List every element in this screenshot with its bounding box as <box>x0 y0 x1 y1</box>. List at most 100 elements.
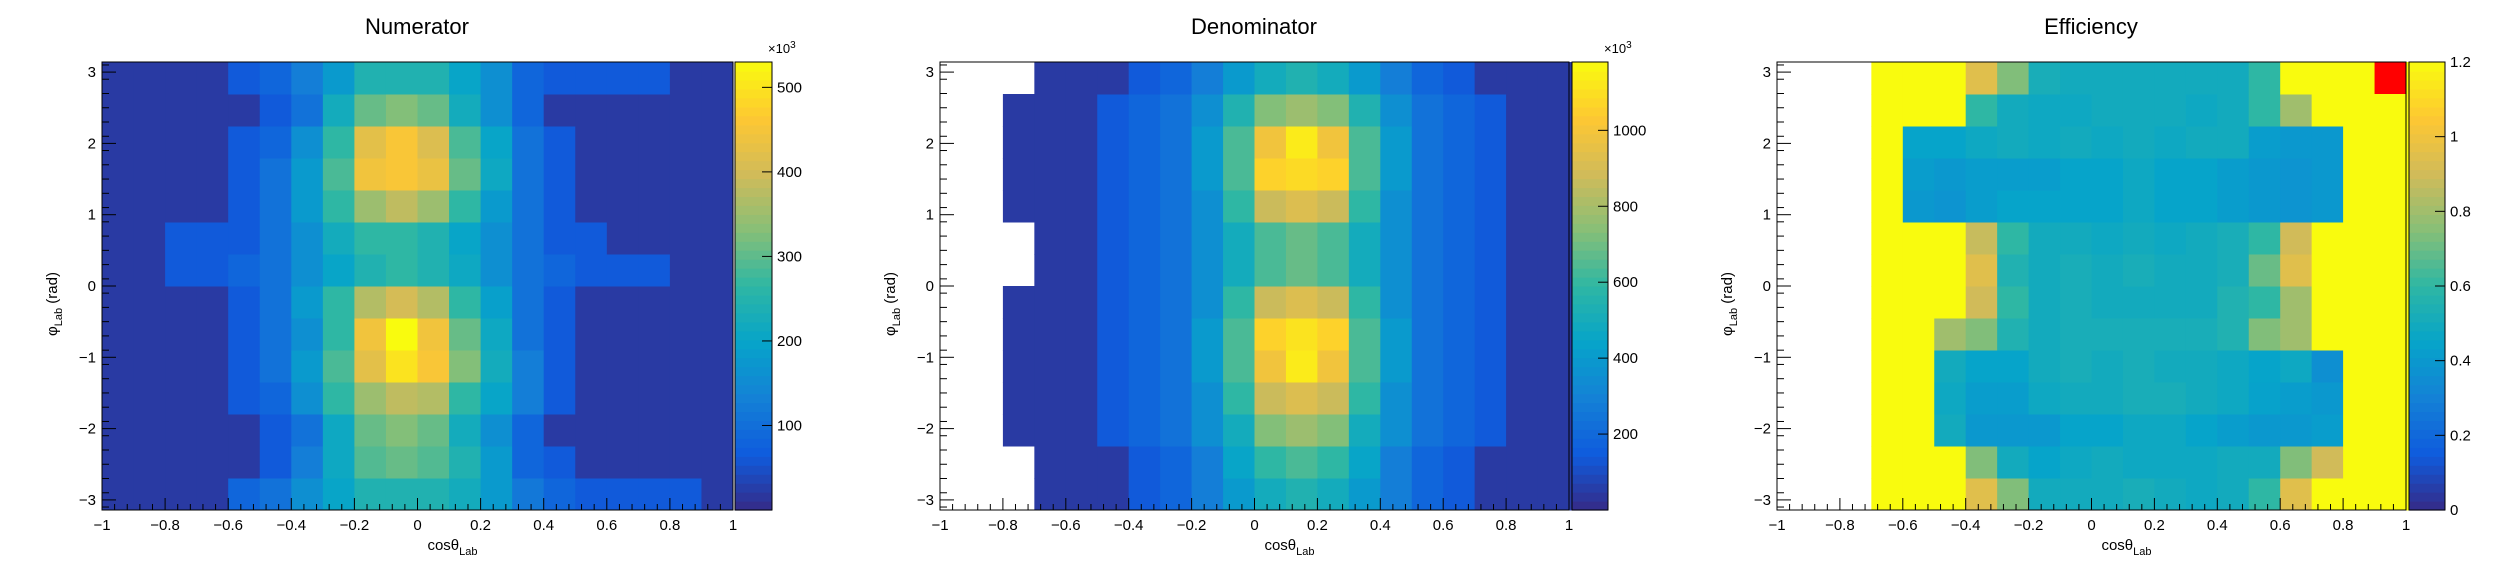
heatmap-cell <box>1537 62 1570 95</box>
x-axis-label-main: cosθ <box>2101 537 2133 554</box>
heatmap-cell <box>102 350 135 383</box>
x-tick-label: 0.8 <box>659 517 680 534</box>
colorbar-swatch <box>2409 438 2445 448</box>
colorbar-tick-label: 0.8 <box>2450 203 2471 220</box>
heatmap-cell <box>543 158 576 191</box>
heatmap-cell <box>1223 158 1255 191</box>
colorbar-tick-label: 400 <box>1613 350 1638 367</box>
colorbar-swatch <box>1572 429 1608 439</box>
heatmap-cell <box>2154 62 2187 95</box>
heatmap-cell <box>417 222 450 255</box>
colorbar-swatch <box>1572 384 1608 395</box>
heatmap-cell <box>1506 382 1539 415</box>
heatmap-cell <box>1443 62 1476 95</box>
y-axis-label-unit: (rad) <box>44 272 61 308</box>
heatmap-cell <box>1160 318 1193 351</box>
heatmap-cell <box>606 478 639 511</box>
heatmap-cell <box>2217 222 2250 255</box>
heatmap-cell <box>1317 286 1350 319</box>
x-tick-label: 0.2 <box>470 517 491 534</box>
heatmap-cell <box>291 222 324 255</box>
heatmap-cell <box>512 126 545 159</box>
heatmap-cell <box>2185 94 2218 127</box>
heatmap-cell <box>2185 222 2218 255</box>
heatmap-cell <box>1871 222 1904 255</box>
heatmap-cell <box>1285 286 1318 319</box>
colorbar-swatch <box>2409 232 2445 242</box>
heatmap-cell <box>1160 94 1193 127</box>
heatmap-cell <box>291 126 324 159</box>
heatmap-cell <box>1065 382 1098 415</box>
heatmap-cell <box>165 286 198 319</box>
heatmap-cell <box>1285 254 1318 287</box>
heatmap-cell <box>701 478 734 511</box>
heatmap-cell <box>449 414 482 447</box>
heatmap-cell <box>196 350 229 383</box>
heatmap-cell <box>1348 446 1381 479</box>
x-tick-label: −0.2 <box>1177 517 1207 534</box>
y-tick-label: −3 <box>917 492 934 509</box>
heatmap-cell <box>701 62 734 95</box>
heatmap-cell <box>2374 94 2407 127</box>
colorbar-swatch <box>2409 124 2445 135</box>
heatmap-cell <box>543 286 576 319</box>
y-tick-label: −3 <box>79 492 96 509</box>
x-axis-label: cosθLab <box>427 537 477 558</box>
heatmap-cell <box>291 318 324 351</box>
heatmap-cell <box>2154 318 2187 351</box>
heatmap-cell <box>2154 158 2187 191</box>
heatmap-cell <box>2217 126 2250 159</box>
colorbar-swatch <box>735 241 772 251</box>
heatmap-cell <box>638 126 671 159</box>
colorbar-swatch <box>1572 294 1608 305</box>
heatmap-cell <box>2311 414 2344 447</box>
heatmap-cell <box>1871 382 1904 415</box>
heatmap-cell <box>417 94 450 127</box>
heatmap-cell <box>385 254 418 287</box>
heatmap-cell <box>2343 350 2376 383</box>
colorbar-swatch <box>2409 456 2445 466</box>
colorbar-swatch <box>735 250 772 260</box>
colorbar-swatch <box>1572 79 1608 90</box>
heatmap-cell <box>2154 126 2187 159</box>
heatmap-cell <box>2248 254 2281 287</box>
heatmap-cell <box>2248 286 2281 319</box>
colorbar-swatch <box>2409 483 2445 493</box>
heatmap-cell <box>1474 222 1507 255</box>
heatmap-cell <box>1191 286 1224 319</box>
heatmap-cell <box>2091 286 2124 319</box>
heatmap-cell <box>1128 158 1161 191</box>
colorbar-swatch <box>2409 115 2445 126</box>
colorbar-swatch <box>1572 151 1608 162</box>
heatmap-cell <box>385 158 418 191</box>
colorbar-tick-label: 0 <box>2450 502 2458 519</box>
heatmap-cell <box>417 414 450 447</box>
heatmap-cell <box>133 190 166 223</box>
heatmap-cell <box>2122 94 2155 127</box>
heatmap-cell <box>165 446 198 479</box>
heatmap-cell <box>322 94 355 127</box>
heatmap-cell <box>1223 62 1255 95</box>
heatmap-cell <box>1997 222 2030 255</box>
heatmap-cell <box>701 318 734 351</box>
colorbar-swatch <box>1572 411 1608 421</box>
heatmap-cell <box>1380 190 1413 223</box>
heatmap-cell <box>606 350 639 383</box>
heatmap-cell <box>1997 254 2030 287</box>
heatmap-cell <box>259 158 292 191</box>
x-tick-label: 0.6 <box>596 517 617 534</box>
heatmap-cell <box>1097 286 1130 319</box>
heatmap-cell <box>1191 414 1224 447</box>
heatmap-cell <box>1474 350 1507 383</box>
colorbar-tick-label: 0.6 <box>2450 278 2471 295</box>
colorbar-swatch <box>1572 438 1608 448</box>
heatmap-cell <box>2374 62 2406 94</box>
heatmap-cell <box>417 446 450 479</box>
colorbar-swatch <box>2409 88 2445 99</box>
heatmap-cell <box>669 382 702 415</box>
heatmap-cell <box>1128 190 1161 223</box>
heatmap-cell <box>2185 62 2218 95</box>
heatmap-cell <box>133 318 166 351</box>
heatmap-cell <box>1285 414 1318 447</box>
heatmap-cell <box>2028 190 2061 223</box>
